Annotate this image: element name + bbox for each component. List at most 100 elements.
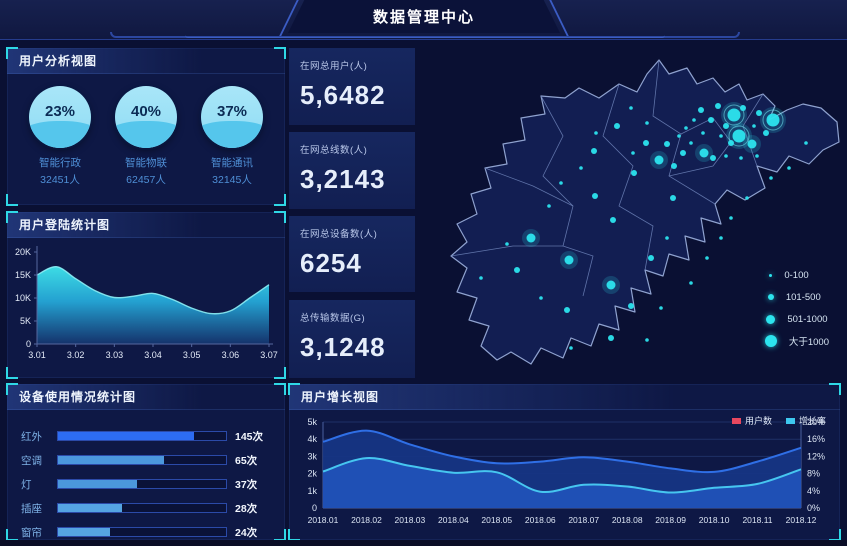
svg-text:3.06: 3.06 — [222, 350, 240, 360]
usage-bar-track — [57, 431, 227, 441]
bar-label: 插座 — [21, 502, 42, 515]
stat-card-total-users: 在网总用户(人) 5,6482 — [289, 48, 415, 125]
svg-text:2018.01: 2018.01 — [308, 515, 339, 525]
svg-text:4%: 4% — [807, 486, 820, 496]
svg-text:2018.10: 2018.10 — [699, 515, 730, 525]
growth-area-chart: 0 1k 2k 3k 4k 5k 0% 4% 8% 12% 16% 20% 2018.01 2018.02… — [307, 417, 825, 525]
svg-text:2018.09: 2018.09 — [655, 515, 686, 525]
stat-label: 在网总用户(人) — [300, 61, 368, 72]
usage-bar-list: 红外 145次 空调 65次 灯 37次 插座 28次 窗帘 24次 — [7, 410, 285, 544]
stat-label: 总传输数据(G) — [300, 313, 366, 324]
header-bracket-inner-decoration — [185, 35, 665, 38]
svg-text:20%: 20% — [807, 417, 825, 427]
svg-text:1k: 1k — [307, 486, 317, 496]
bar-value: 37次 — [235, 478, 258, 491]
gauge-circle: 40% — [115, 86, 177, 148]
usage-bar-row: 插座 28次 — [21, 496, 271, 520]
page-title: 数据管理中心 — [372, 9, 475, 26]
gauge-percent: 23% — [44, 103, 76, 120]
bar-value: 65次 — [235, 454, 258, 467]
legend-dot-icon — [766, 314, 776, 324]
map-legend-item[interactable]: 101-500 — [764, 286, 829, 308]
legend-label: 0-100 — [784, 269, 809, 281]
svg-text:15K: 15K — [15, 270, 31, 280]
stat-value: 3,1248 — [300, 332, 386, 362]
legend-label: 101-500 — [785, 291, 821, 303]
gauge-count: 62457人 — [126, 174, 166, 186]
login-area-chart: 0 5K 10K 15K 20K 3.01 3.02 3.03 3.04 3.05 3.06 3.07 — [15, 246, 278, 360]
svg-text:3.07: 3.07 — [260, 350, 278, 360]
stat-card-total-lines: 在网总线数(人) 3,2143 — [289, 132, 415, 209]
bar-value: 24次 — [235, 526, 258, 539]
legend-label: 501-1000 — [787, 313, 828, 325]
svg-text:0: 0 — [312, 503, 317, 513]
usage-bar-row: 空调 65次 — [21, 448, 271, 472]
svg-text:0%: 0% — [807, 503, 820, 513]
region-map: 0-100 101-500 501-1000 大于1000 — [415, 44, 847, 380]
map-legend-item[interactable]: 501-1000 — [764, 308, 829, 330]
stat-label: 在网总线数(人) — [300, 145, 368, 156]
usage-bar-track — [57, 479, 227, 489]
legend-dot-icon — [764, 335, 777, 347]
svg-text:2k: 2k — [307, 469, 317, 479]
stat-value: 6254 — [300, 248, 362, 278]
map-legend-item[interactable]: 0-100 — [764, 264, 829, 286]
usage-bar-row: 窗帘 24次 — [21, 520, 271, 544]
gauge-group: 23% 智能行政 32451人 40% 智能物联 62457人 37% 智能通讯… — [7, 74, 285, 187]
svg-text:2018.06: 2018.06 — [525, 515, 556, 525]
svg-text:8%: 8% — [807, 469, 820, 479]
panel-device-usage: 设备使用情况统计图 红外 145次 空调 65次 灯 37次 插座 28次 窗帘… — [6, 383, 286, 541]
gauge-label: 智能行政 — [39, 157, 81, 169]
panel-user-growth: 用户增长视图 用户数 增长率 0 1k 2k 3k 4k 5k 0% 4% 8% 12% 16% 20… — [288, 383, 841, 541]
bar-label: 窗帘 — [21, 526, 42, 539]
panel-login-stats: 用户登陆统计图 0 5K 10K 15K 20K 3.01 3.02 3.03 3.04 3.05… — [6, 211, 286, 379]
svg-text:3.04: 3.04 — [144, 350, 162, 360]
usage-bar-fill — [58, 528, 111, 536]
legend-dot-icon — [769, 273, 773, 277]
growth-legend-item-rate[interactable]: 增长率 — [785, 414, 826, 427]
legend-swatch-icon — [731, 417, 741, 424]
panel-device-usage-title: 设备使用情况统计图 — [7, 384, 285, 410]
svg-text:3.03: 3.03 — [106, 350, 124, 360]
stat-label: 在网总设备数(人) — [300, 229, 378, 240]
legend-label: 大于1000 — [788, 337, 829, 348]
panel-user-analysis: 用户分析视图 23% 智能行政 32451人 40% 智能物联 62457人 3… — [6, 47, 286, 206]
bar-label: 灯 — [21, 478, 32, 491]
usage-bar-track — [57, 455, 227, 465]
svg-text:5K: 5K — [20, 316, 31, 326]
svg-text:12%: 12% — [807, 451, 825, 461]
bar-value: 145次 — [235, 430, 264, 443]
stat-card-total-data: 总传输数据(G) 3,1248 — [289, 300, 415, 378]
growth-legend-item-users[interactable]: 用户数 — [731, 414, 772, 427]
page-title-box: 数据管理中心 — [288, 0, 560, 33]
liquid-gauge-iot: 40% 智能物联 62457人 — [106, 86, 186, 187]
gauge-circle: 23% — [29, 86, 91, 148]
svg-text:5k: 5k — [307, 417, 317, 427]
header-bar: 数据管理中心 — [0, 0, 847, 40]
svg-text:3.05: 3.05 — [183, 350, 201, 360]
svg-text:2018.05: 2018.05 — [481, 515, 512, 525]
gauge-label: 智能通讯 — [211, 157, 253, 169]
map-legend-item[interactable]: 大于1000 — [764, 330, 829, 352]
usage-bar-row: 灯 37次 — [21, 472, 271, 496]
gauge-label: 智能物联 — [125, 157, 167, 169]
svg-text:4k: 4k — [307, 434, 317, 444]
stat-value: 5,6482 — [300, 80, 386, 110]
gauge-circle: 37% — [201, 86, 263, 148]
liquid-gauge-comm: 37% 智能通讯 32145人 — [192, 86, 272, 187]
map-legend: 0-100 101-500 501-1000 大于1000 — [764, 264, 829, 352]
svg-text:2018.08: 2018.08 — [612, 515, 643, 525]
usage-bar-row: 红外 145次 — [21, 424, 271, 448]
svg-text:3.02: 3.02 — [67, 350, 85, 360]
svg-text:16%: 16% — [807, 434, 825, 444]
panel-user-growth-title: 用户增长视图 — [289, 384, 840, 410]
svg-text:2018.02: 2018.02 — [351, 515, 382, 525]
panel-login-stats-title: 用户登陆统计图 — [7, 212, 285, 238]
svg-text:3.01: 3.01 — [28, 350, 46, 360]
bar-label: 红外 — [21, 430, 42, 443]
gauge-percent: 40% — [130, 103, 162, 120]
svg-text:0: 0 — [26, 339, 31, 349]
svg-text:2018.04: 2018.04 — [438, 515, 469, 525]
gauge-count: 32145人 — [212, 174, 252, 186]
bar-label: 空调 — [21, 454, 42, 467]
